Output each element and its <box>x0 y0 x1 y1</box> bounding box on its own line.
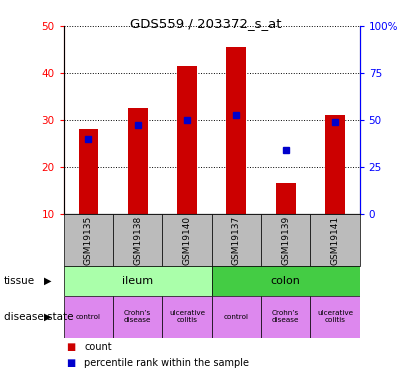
Text: ■: ■ <box>66 358 75 368</box>
Bar <box>64 266 212 296</box>
Text: ■: ■ <box>66 342 75 352</box>
Text: Crohn’s
disease: Crohn’s disease <box>272 310 299 323</box>
Text: ulcerative
colitis: ulcerative colitis <box>169 310 205 323</box>
Text: ▶: ▶ <box>44 312 51 322</box>
Text: GSM19139: GSM19139 <box>281 215 290 265</box>
Bar <box>310 296 360 338</box>
Bar <box>212 214 261 266</box>
Text: GSM19140: GSM19140 <box>182 215 192 265</box>
Bar <box>162 214 212 266</box>
Text: control: control <box>76 314 101 320</box>
Bar <box>113 214 162 266</box>
Text: ulcerative
colitis: ulcerative colitis <box>317 310 353 323</box>
Text: percentile rank within the sample: percentile rank within the sample <box>84 358 249 368</box>
Bar <box>261 296 310 338</box>
Text: control: control <box>224 314 249 320</box>
Bar <box>128 108 148 214</box>
Text: GSM19138: GSM19138 <box>133 215 142 265</box>
Text: GDS559 / 203372_s_at: GDS559 / 203372_s_at <box>130 17 281 30</box>
Text: count: count <box>84 342 112 352</box>
Bar <box>177 66 197 214</box>
Bar <box>113 296 162 338</box>
Text: ▶: ▶ <box>44 276 51 285</box>
Bar <box>162 296 212 338</box>
Bar <box>325 116 345 214</box>
Bar <box>276 183 296 214</box>
Bar <box>261 214 310 266</box>
Text: disease state: disease state <box>4 312 74 322</box>
Text: tissue: tissue <box>4 276 35 285</box>
Bar <box>226 47 246 214</box>
Text: Crohn’s
disease: Crohn’s disease <box>124 310 151 323</box>
Bar <box>64 296 113 338</box>
Bar <box>79 129 98 214</box>
Text: colon: colon <box>271 276 300 286</box>
Bar <box>212 296 261 338</box>
Text: GSM19137: GSM19137 <box>232 215 241 265</box>
Bar <box>212 266 360 296</box>
Bar <box>310 214 360 266</box>
Bar <box>64 214 113 266</box>
Text: GSM19141: GSM19141 <box>330 215 339 265</box>
Text: GSM19135: GSM19135 <box>84 215 93 265</box>
Text: ileum: ileum <box>122 276 153 286</box>
